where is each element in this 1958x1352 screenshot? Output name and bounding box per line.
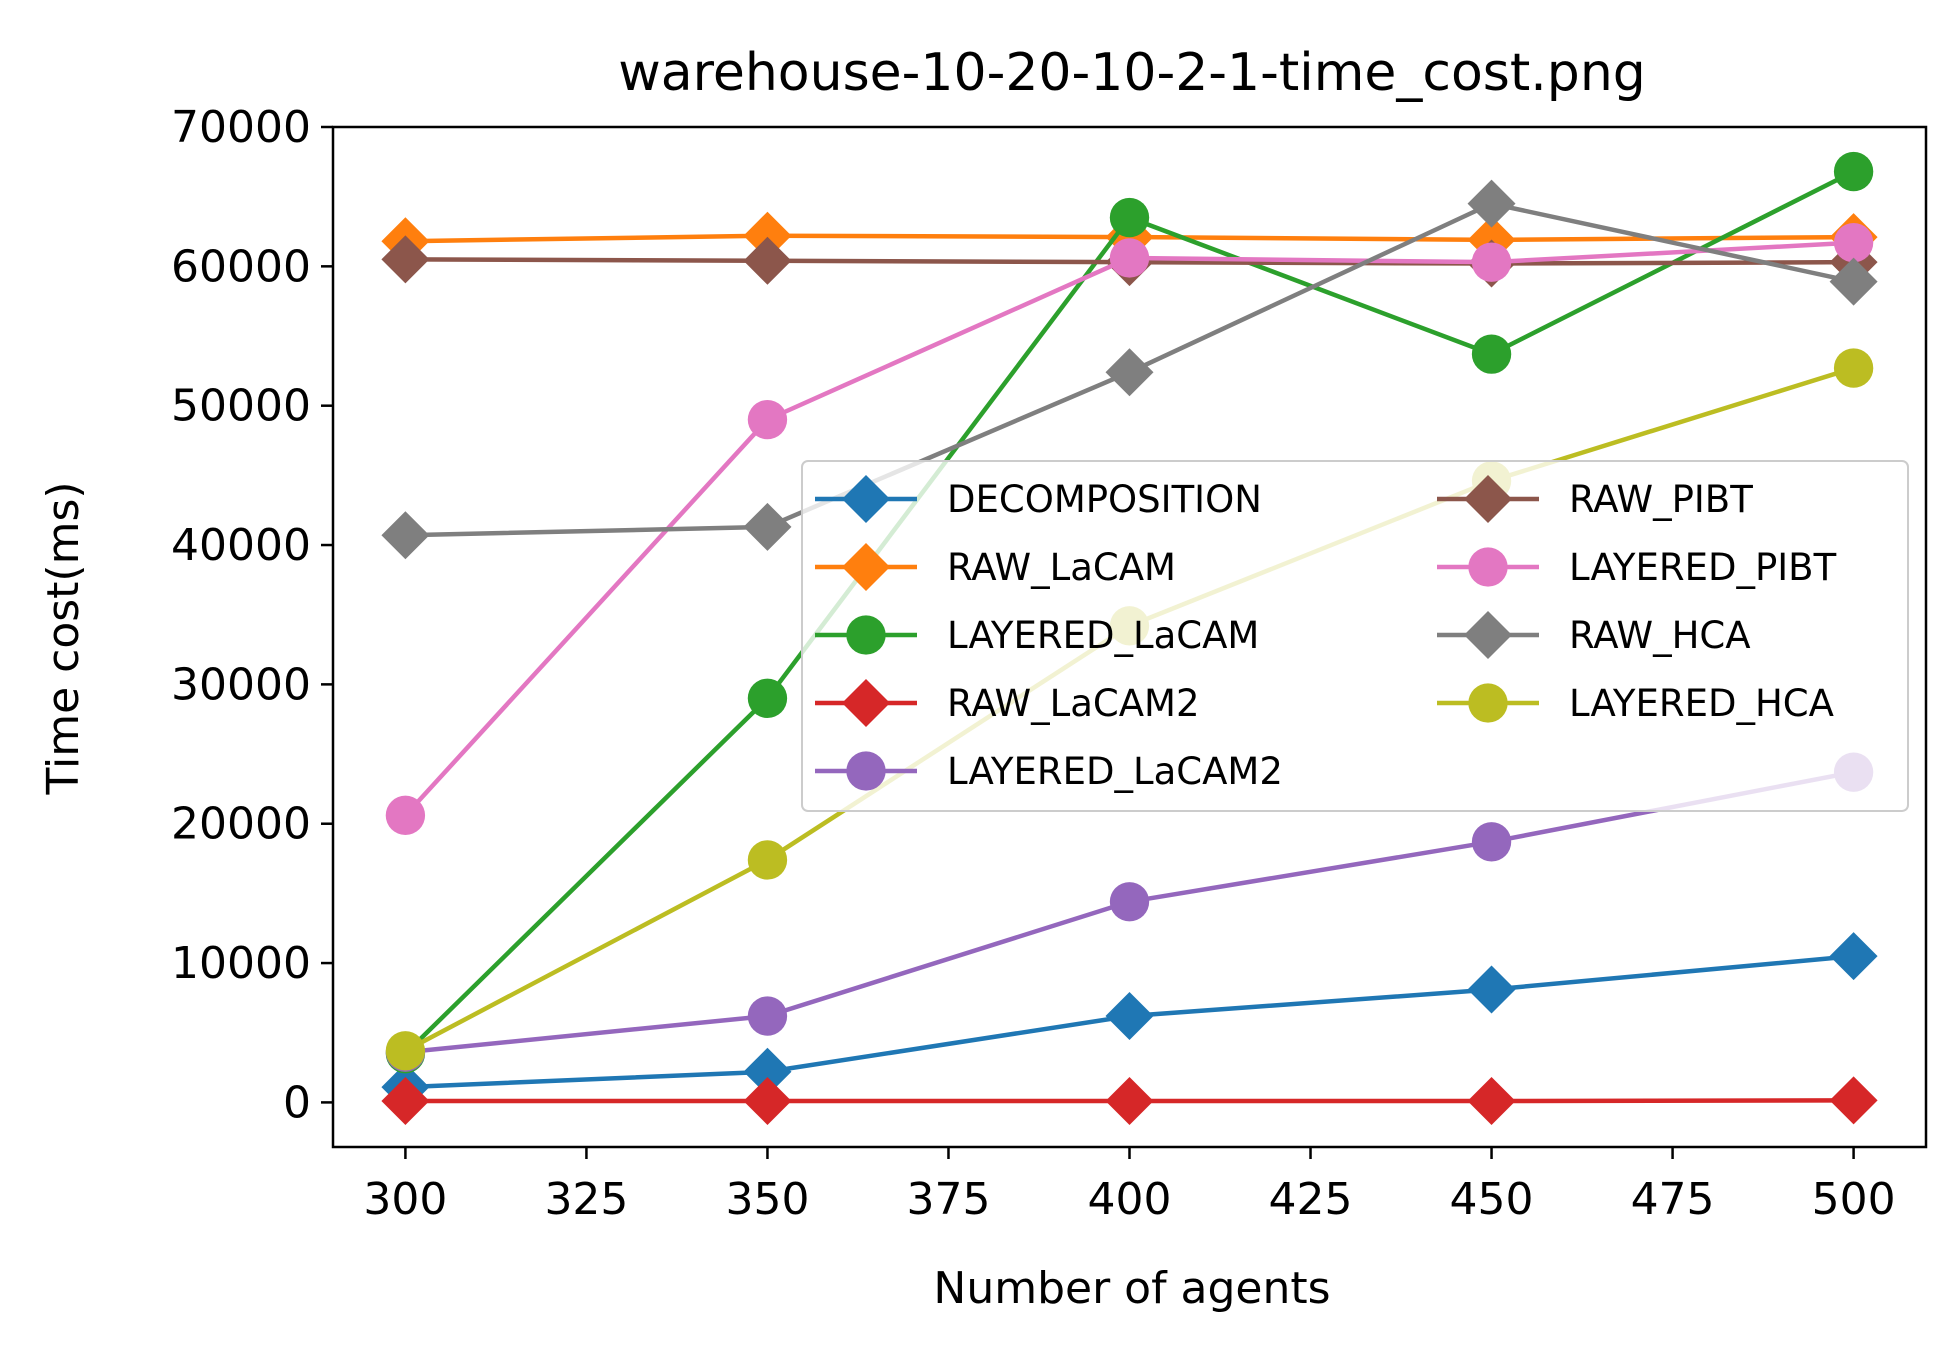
y-axis-label: Time cost(ms) <box>38 481 89 795</box>
legend-label: LAYERED_LaCAM2 <box>947 750 1283 793</box>
data-point <box>385 1031 426 1071</box>
data-point <box>1105 1077 1154 1126</box>
legend-item: LAYERED_LaCAM <box>815 614 1259 657</box>
data-point <box>743 502 792 551</box>
x-tick-label: 400 <box>1088 1174 1172 1225</box>
legend-label: RAW_LaCAM2 <box>947 682 1199 725</box>
data-point <box>1829 1076 1878 1125</box>
y-tick-label: 40000 <box>171 520 311 571</box>
data-point <box>747 996 788 1036</box>
legend-item: RAW_HCA <box>1437 611 1751 659</box>
data-point <box>743 1077 792 1126</box>
legend-marker <box>842 543 890 591</box>
legend-label: LAYERED_PIBT <box>1569 546 1837 589</box>
data-point <box>1105 348 1154 397</box>
legend-label: RAW_PIBT <box>1569 478 1753 521</box>
legend-frame <box>801 460 1909 812</box>
x-tick-label: 500 <box>1812 1174 1896 1225</box>
legend-label: LAYERED_LaCAM <box>947 614 1259 657</box>
y-axis-ticks: 0 10000 20000 30000 40000 50000 60000 70000 <box>171 102 333 1128</box>
data-point <box>1105 992 1154 1041</box>
data-point <box>1467 965 1516 1014</box>
legend-item: RAW_PIBT <box>1437 475 1753 523</box>
plot-frame <box>331 125 1928 1149</box>
data-point <box>747 840 788 880</box>
x-tick-label: 350 <box>725 1174 809 1225</box>
chart-title: warehouse-10-20-10-2-1-time_cost.png <box>618 43 1646 103</box>
legend-item: RAW_LaCAM <box>815 543 1176 591</box>
data-point <box>1471 334 1512 374</box>
data-point <box>1467 1077 1516 1126</box>
data-point <box>1833 151 1874 192</box>
data-point <box>1471 242 1512 282</box>
data-point <box>1471 822 1512 862</box>
x-axis-ticks: 300 325 350 375 400 425 450 475 500 <box>363 1147 1896 1225</box>
y-tick-label: 20000 <box>171 799 311 850</box>
legend-marker <box>842 475 890 523</box>
data-point <box>1109 882 1150 922</box>
data-point <box>1467 179 1516 228</box>
data-point <box>747 399 788 440</box>
legend-item: LAYERED_PIBT <box>1437 546 1837 589</box>
x-tick-label: 300 <box>363 1174 447 1225</box>
y-tick-label: 30000 <box>171 659 311 710</box>
legend-marker <box>846 751 886 791</box>
legend-label: LAYERED_HCA <box>1569 682 1834 725</box>
data-point <box>385 795 426 836</box>
legend-marker <box>842 679 890 727</box>
y-tick-label: 50000 <box>171 381 311 432</box>
x-tick-label: 450 <box>1450 1174 1534 1225</box>
data-point <box>381 235 430 284</box>
legend-marker <box>1464 611 1512 659</box>
legend: DECOMPOSITION RAW_LaCAM LAYERED_LaCAM RAW_L… <box>801 460 1909 812</box>
legend-marker <box>846 615 886 655</box>
legend-item: LAYERED_HCA <box>1437 682 1834 725</box>
y-tick-label: 60000 <box>171 241 311 292</box>
x-tick-label: 425 <box>1269 1174 1353 1225</box>
legend-item: RAW_LaCAM2 <box>815 679 1199 727</box>
series-layered-pibt <box>385 222 1874 836</box>
data-point <box>743 211 792 260</box>
data-point <box>1833 348 1874 388</box>
data-point <box>1109 238 1150 278</box>
data-point <box>381 1077 430 1126</box>
series-raw-hca <box>381 179 1878 560</box>
legend-label: RAW_HCA <box>1569 614 1751 657</box>
legend-item: DECOMPOSITION <box>815 475 1262 523</box>
x-tick-label: 375 <box>906 1174 990 1225</box>
x-axis-label: Number of agents <box>933 1263 1330 1314</box>
data-point <box>747 678 788 718</box>
data-point <box>743 236 792 285</box>
data-point <box>743 1047 792 1096</box>
x-tick-label: 475 <box>1631 1174 1715 1225</box>
data-point <box>1829 257 1878 306</box>
y-tick-label: 70000 <box>171 102 311 153</box>
y-tick-label: 10000 <box>171 938 311 989</box>
data-point <box>1829 932 1878 981</box>
data-point <box>381 511 430 560</box>
legend-marker <box>1468 547 1508 587</box>
y-tick-label: 0 <box>283 1077 311 1128</box>
legend-item: LAYERED_LaCAM2 <box>815 750 1283 793</box>
data-point <box>1109 197 1150 238</box>
series-raw-lacam2 <box>381 1076 1878 1126</box>
legend-marker <box>1468 683 1508 723</box>
x-tick-label: 325 <box>544 1174 628 1225</box>
legend-marker <box>1464 475 1512 523</box>
data-point <box>1833 222 1874 263</box>
legend-label: RAW_LaCAM <box>947 546 1176 589</box>
legend-label: DECOMPOSITION <box>947 478 1262 521</box>
